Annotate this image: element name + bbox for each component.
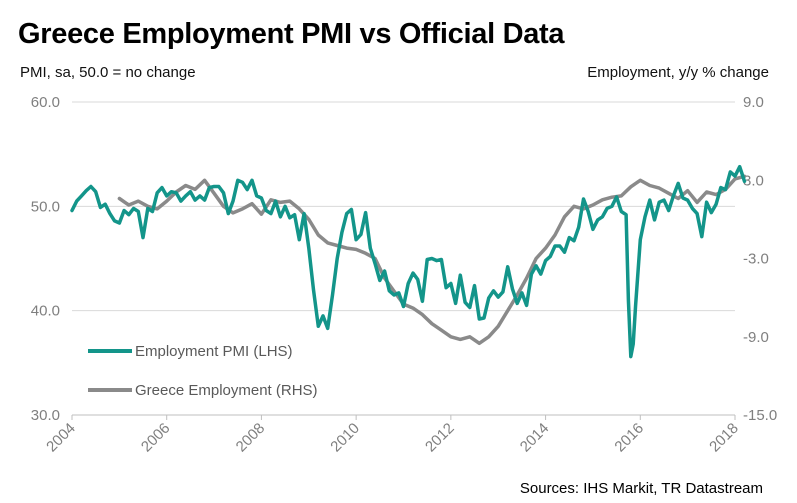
x-tick-label: 2010 [327, 420, 363, 456]
x-tick-label: 2004 [43, 420, 79, 456]
legend: Employment PMI (LHS) Greece Employment (R… [88, 343, 318, 399]
x-tick-label: 2006 [138, 420, 174, 456]
x-tick-label: 2008 [233, 420, 269, 456]
right-tick-label: -15.0 [743, 407, 777, 424]
x-tick-label: 2014 [517, 420, 553, 456]
left-tick-label: 60.0 [31, 94, 60, 111]
left-axis-label: PMI, sa, 50.0 = no change [20, 64, 196, 81]
right-tick-label: -9.0 [743, 329, 769, 346]
x-tick-label: 2018 [706, 420, 742, 456]
right-tick-label: 9.0 [743, 94, 764, 111]
gridlines [72, 101, 735, 312]
x-tick-label: 2016 [611, 420, 647, 456]
legend-label-employment: Greece Employment (RHS) [135, 382, 318, 399]
x-tick-label: 2012 [422, 420, 458, 456]
legend-label-pmi: Employment PMI (LHS) [135, 343, 293, 360]
right-tick-label: -3.0 [743, 251, 769, 268]
right-tick-label: 3.0 [743, 172, 764, 189]
axes: 30.0 40.0 50.0 60.0 -15.0 -9.0 -3.0 3.0 9.0 2004 2… [31, 94, 777, 455]
series-lines [70, 164, 747, 359]
employment-line [117, 174, 747, 346]
right-axis-label: Employment, y/y % change [587, 64, 769, 81]
chart-title: Greece Employment PMI vs Official Data [18, 18, 565, 50]
left-tick-label: 50.0 [31, 198, 60, 215]
left-tick-label: 30.0 [31, 407, 60, 424]
left-tick-label: 40.0 [31, 303, 60, 320]
pmi-line [70, 164, 747, 359]
source-note: Sources: IHS Markit, TR Datastream [519, 480, 763, 497]
